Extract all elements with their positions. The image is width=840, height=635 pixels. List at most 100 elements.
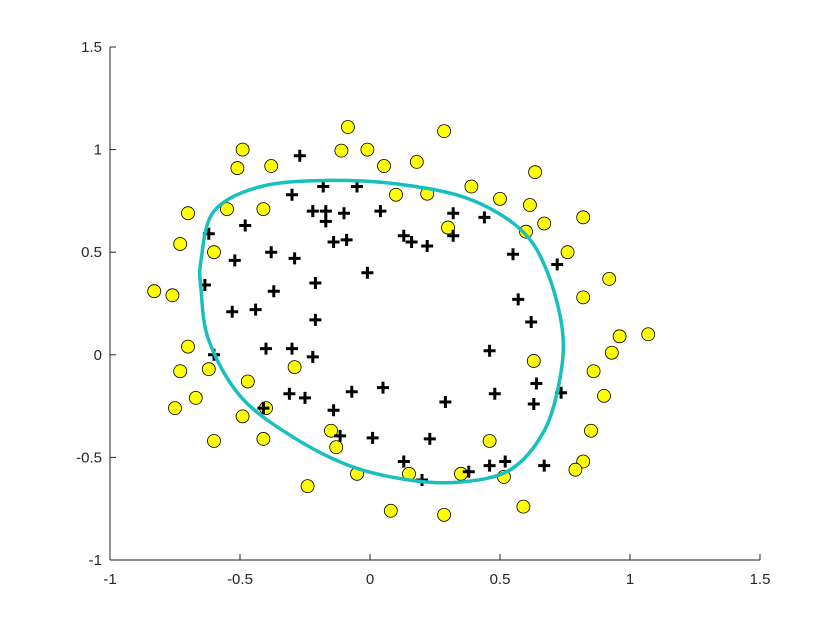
circle-marker xyxy=(168,401,182,416)
plus-marker xyxy=(488,387,501,400)
plus-marker xyxy=(327,404,340,417)
plus-marker xyxy=(447,207,460,220)
plus-marker xyxy=(327,235,340,248)
circle-marker xyxy=(181,206,195,221)
plus-marker xyxy=(483,459,496,472)
circle-marker xyxy=(256,432,271,446)
circle-marker xyxy=(173,237,188,251)
plus-marker xyxy=(377,381,389,394)
circle-marker xyxy=(181,339,195,354)
circle-marker xyxy=(519,224,533,239)
plus-marker xyxy=(462,465,475,478)
plus-marker xyxy=(439,395,452,408)
plus-marker xyxy=(257,402,270,415)
y-tick-label: -0.5 xyxy=(76,449,102,466)
circle-marker xyxy=(437,124,452,139)
circle-marker xyxy=(329,440,344,455)
plus-marker xyxy=(286,342,298,355)
circle-marker xyxy=(287,360,302,375)
circle-marker xyxy=(240,374,255,389)
plus-marker xyxy=(478,211,491,224)
plus-marker xyxy=(551,258,564,271)
plus-marker xyxy=(374,205,387,218)
plus-marker xyxy=(319,215,332,228)
plus-marker xyxy=(228,254,241,267)
plus-marker xyxy=(527,398,540,411)
circle-marker xyxy=(493,191,507,206)
plus-marker xyxy=(239,219,252,232)
circle-marker xyxy=(165,288,180,303)
plus-marker xyxy=(351,180,363,193)
circle-marker xyxy=(441,220,455,235)
circle-marker xyxy=(220,202,234,217)
plus-marker xyxy=(507,248,519,261)
circle-marker xyxy=(235,142,250,157)
circle-marker xyxy=(340,120,355,134)
circle-marker xyxy=(324,423,338,438)
x-tick-label: 1 xyxy=(626,571,634,588)
circle-marker xyxy=(235,409,250,424)
circle-marker xyxy=(230,161,245,175)
plus-marker xyxy=(309,313,322,326)
circle-marker xyxy=(201,362,216,377)
plus-marker xyxy=(405,235,418,248)
circle-marker xyxy=(188,390,203,405)
circle-marker xyxy=(389,187,403,202)
circle-marker xyxy=(147,284,162,299)
decision-boundary xyxy=(197,178,566,485)
plus-marker xyxy=(447,229,460,242)
plus-marker xyxy=(340,233,353,246)
y-tick-label: 0.5 xyxy=(81,244,102,261)
circle-marker xyxy=(482,434,497,448)
circle-marker xyxy=(207,434,221,448)
circle-marker xyxy=(641,327,656,342)
plus-marker xyxy=(483,344,496,357)
plus-marker xyxy=(306,205,319,218)
circle-marker xyxy=(523,198,537,212)
plus-marker xyxy=(288,252,301,265)
plus-marker xyxy=(538,459,551,472)
circle-marker xyxy=(377,159,391,173)
circle-marker xyxy=(264,159,279,173)
circle-marker xyxy=(437,507,452,522)
x-tick-label: -1 xyxy=(103,571,116,588)
circle-marker xyxy=(300,479,315,494)
plus-marker xyxy=(345,385,358,398)
circle-marker xyxy=(586,364,601,379)
circle-marker xyxy=(360,142,375,157)
y-tick-label: 0 xyxy=(94,347,102,364)
plus-marker xyxy=(334,429,347,442)
plus-marker xyxy=(525,315,538,328)
plus-marker xyxy=(397,229,410,242)
circle-marker xyxy=(383,503,398,518)
axes: -1 -0.5 0 0.5 1 1.5 -1 -0.5 0 0.5 1 1.5 xyxy=(76,39,770,588)
plus-marker xyxy=(260,342,272,355)
plus-marker xyxy=(499,455,512,468)
plus-marker xyxy=(309,276,322,289)
plus-marker xyxy=(306,350,319,363)
circle-marker xyxy=(516,499,531,514)
circle-marker xyxy=(602,271,617,286)
plus-marker xyxy=(299,391,311,404)
circle-marker xyxy=(409,155,424,169)
circle-marker xyxy=(537,216,552,231)
y-tick-label: -1 xyxy=(89,552,102,569)
plus-marker xyxy=(319,205,332,218)
y-tick-label: 1.5 xyxy=(81,39,102,56)
plus-marker xyxy=(265,246,278,259)
plus-marker xyxy=(421,240,434,253)
circle-marker xyxy=(464,179,479,194)
plus-marker xyxy=(226,305,239,318)
plus-marker xyxy=(267,285,280,298)
plus-marker xyxy=(361,266,374,279)
plus-marker xyxy=(286,188,298,201)
x-tick-label: 1.5 xyxy=(750,571,771,588)
plus-marker xyxy=(530,377,543,390)
circle-marker xyxy=(612,329,627,344)
y-tick-label: 1 xyxy=(94,142,102,159)
circle-marker xyxy=(528,165,542,180)
plus-marker xyxy=(338,207,350,220)
circle-marker xyxy=(560,245,575,260)
circle-marker xyxy=(576,210,591,225)
